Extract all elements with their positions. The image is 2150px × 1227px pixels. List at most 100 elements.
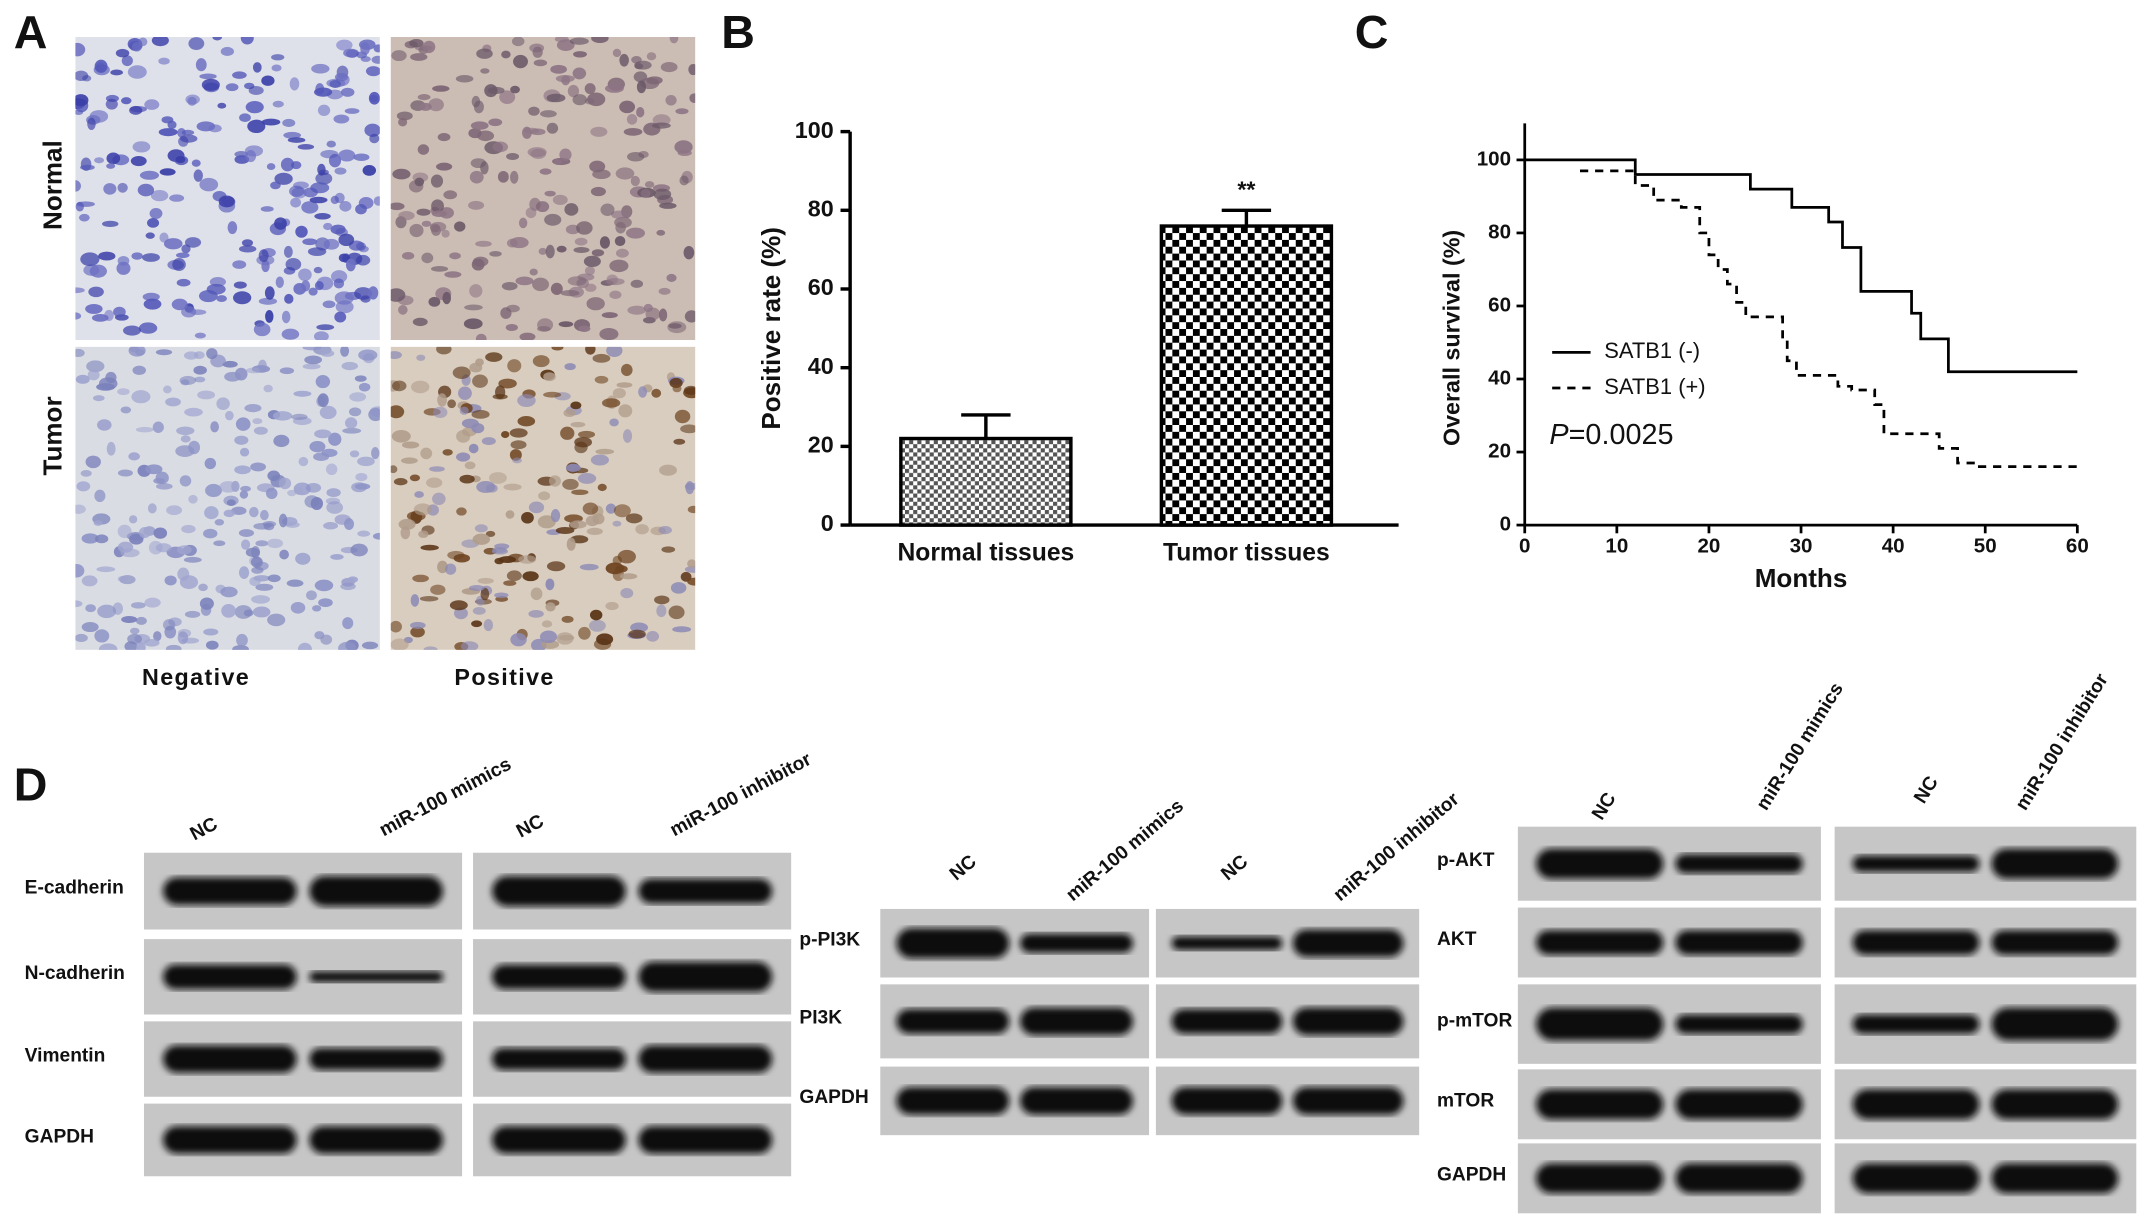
- nucleus: [606, 346, 623, 358]
- nucleus: [334, 192, 345, 204]
- nucleus: [155, 483, 173, 490]
- nucleus: [304, 495, 320, 508]
- nucleus: [131, 252, 143, 260]
- nucleus: [428, 296, 441, 307]
- nucleus: [240, 485, 251, 492]
- nucleus: [501, 281, 518, 291]
- nucleus: [314, 212, 331, 220]
- nucleus: [449, 600, 468, 611]
- nucleus: [529, 268, 538, 276]
- nucleus: [584, 83, 596, 95]
- band: [492, 964, 626, 990]
- nucleus: [217, 102, 227, 109]
- micrograph: [390, 346, 696, 650]
- nucleus: [505, 324, 518, 332]
- nucleus: [314, 631, 325, 640]
- nucleus: [208, 124, 222, 133]
- nucleus: [555, 74, 575, 83]
- nuclei: [390, 346, 696, 650]
- nucleus: [193, 365, 207, 375]
- lane-label: miR-100 mimics: [1062, 796, 1187, 906]
- nucleus: [455, 75, 474, 83]
- nucleus: [131, 42, 142, 52]
- nucleus: [204, 506, 219, 520]
- nucleus: [227, 221, 238, 235]
- nucleus: [128, 346, 146, 357]
- nucleus: [183, 556, 202, 563]
- nucleus: [417, 94, 431, 101]
- nucleus: [515, 276, 534, 286]
- nucleus: [578, 626, 591, 640]
- nucleus: [117, 388, 130, 396]
- nucleus: [245, 101, 264, 114]
- nucleus: [175, 155, 186, 164]
- nucleus: [178, 136, 189, 147]
- nucleus: [138, 37, 148, 47]
- p-value: P=0.0025: [1549, 419, 1673, 451]
- nucleus: [314, 429, 332, 439]
- nucleus: [588, 619, 606, 632]
- nucleus: [135, 426, 154, 433]
- lane-label: NC: [513, 811, 547, 843]
- nucleus: [658, 308, 668, 322]
- nucleus: [420, 447, 433, 460]
- nucleus: [172, 258, 186, 272]
- nucleus: [509, 428, 528, 438]
- nucleus: [220, 586, 238, 598]
- nucleus: [91, 314, 109, 322]
- nucleus: [261, 259, 270, 273]
- nucleus: [355, 472, 368, 482]
- nucleus: [679, 175, 689, 186]
- nucleus: [247, 119, 266, 134]
- nucleus: [234, 605, 253, 619]
- nucleus: [609, 418, 619, 427]
- nucleus: [176, 278, 191, 287]
- nucleus: [194, 376, 206, 383]
- nucleus: [398, 117, 408, 127]
- nucleus: [675, 108, 689, 115]
- nucleus: [149, 207, 163, 219]
- nucleus: [270, 181, 281, 190]
- micrograph: [390, 37, 696, 340]
- nucleus: [311, 63, 330, 74]
- nucleus: [201, 78, 220, 91]
- nucleus: [548, 475, 561, 487]
- nucleus: [468, 443, 479, 454]
- nucleus: [336, 39, 353, 51]
- nucleus: [175, 252, 190, 259]
- nucleus: [432, 492, 446, 506]
- nucleus: [287, 137, 306, 143]
- nucleus: [489, 251, 502, 257]
- nucleus: [244, 403, 262, 413]
- nucleus: [605, 278, 625, 286]
- nucleus: [271, 64, 282, 72]
- nucleus: [75, 287, 85, 294]
- nucleus: [177, 127, 186, 138]
- nucleus: [589, 160, 606, 173]
- nucleus: [165, 644, 182, 650]
- nucleus: [145, 232, 155, 239]
- nucleus: [258, 249, 269, 263]
- nucleus: [680, 424, 696, 434]
- nucleus: [401, 251, 415, 260]
- nucleus: [620, 587, 634, 599]
- nucleus: [341, 361, 359, 371]
- nucleus: [131, 390, 151, 404]
- nucleus: [252, 606, 271, 618]
- nucleus: [468, 584, 485, 591]
- nucleus: [252, 418, 263, 425]
- nucleus: [473, 100, 484, 114]
- nucleus: [298, 268, 312, 282]
- nucleus: [117, 469, 133, 477]
- nucleus: [556, 245, 567, 253]
- band: [492, 1126, 626, 1154]
- lane-label: miR-100 inhibitor: [2012, 670, 2113, 814]
- band: [1020, 1087, 1133, 1115]
- nucleus: [317, 163, 326, 176]
- nucleus: [489, 472, 507, 484]
- nucleus: [290, 601, 306, 614]
- nucleus: [340, 346, 350, 357]
- nucleus: [250, 462, 267, 472]
- nucleus: [338, 233, 355, 247]
- nucleus: [143, 639, 160, 647]
